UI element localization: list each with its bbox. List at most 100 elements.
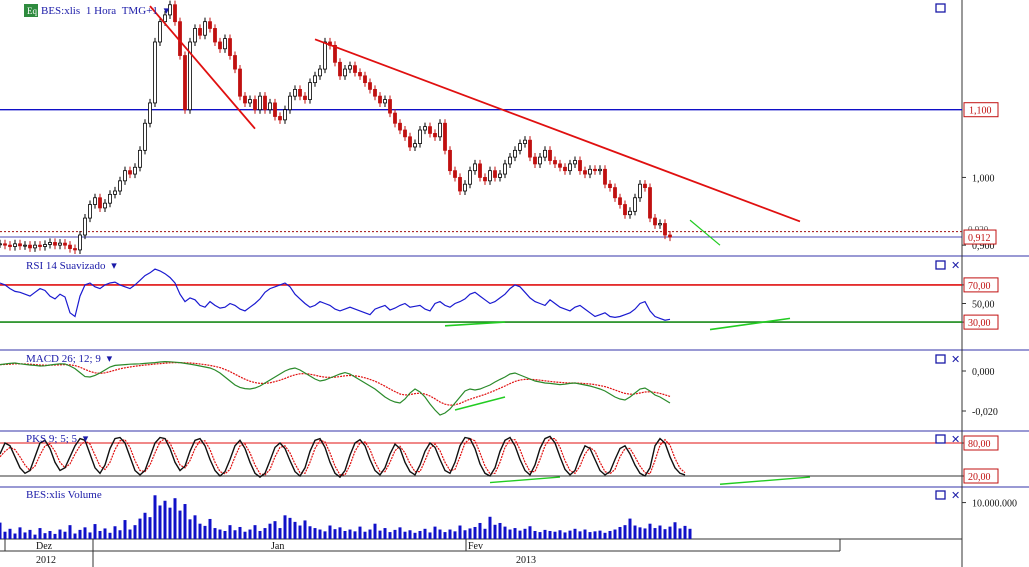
volume-bar <box>28 529 32 539</box>
close-icon[interactable]: ✕ <box>951 260 960 272</box>
price-candle <box>408 136 412 148</box>
maximize-icon[interactable] <box>935 490 946 500</box>
volume-bar <box>613 529 617 539</box>
volume-bar <box>653 528 657 539</box>
current-price-box <box>963 229 997 245</box>
price-candle <box>413 143 417 148</box>
volume-bar <box>623 525 627 539</box>
price-candle <box>43 244 47 247</box>
rsi-title[interactable]: RSI 14 Suavizado ▾ <box>26 260 117 272</box>
maximize-icon[interactable] <box>935 354 946 364</box>
volume-bar <box>388 532 392 539</box>
y-tick-box <box>963 468 999 484</box>
chevron-down-icon[interactable]: ▾ <box>107 353 113 365</box>
volume-bar <box>323 531 327 539</box>
maximize-icon[interactable] <box>935 3 946 13</box>
price-candle <box>373 88 377 97</box>
price-candle <box>588 168 592 175</box>
price-candle <box>93 197 97 205</box>
price-candle <box>203 21 207 36</box>
macd-panel: 0,000 -0,020 MACD 26; 12; 9 ▾ ✕ <box>0 353 998 418</box>
chevron-down-icon[interactable]: ▾ <box>164 5 170 17</box>
price-candle <box>318 68 322 77</box>
eq-badge[interactable] <box>24 4 38 17</box>
price-candle <box>0 243 2 246</box>
price-candle <box>503 163 507 175</box>
level-price-label: 1,100 <box>969 106 992 117</box>
price-candle <box>658 223 662 226</box>
price-candle <box>583 170 587 175</box>
close-icon[interactable]: ✕ <box>951 434 960 446</box>
volume-bar <box>548 530 552 539</box>
volume-bar <box>373 523 377 539</box>
volume-bar <box>513 528 517 539</box>
price-candle <box>298 88 302 97</box>
volume-bar <box>598 530 602 539</box>
volume-title[interactable]: BES:xlis Volume <box>26 489 102 501</box>
eq-badge-label: Eq <box>27 6 37 16</box>
level-price-box <box>963 102 999 118</box>
price-candle <box>193 28 197 43</box>
price-candle <box>533 156 537 165</box>
volume-bar <box>633 525 637 539</box>
volume-bar <box>398 527 402 539</box>
y-tick-label: 80,00 <box>968 439 991 450</box>
stochastic-divergence-lines <box>489 476 811 485</box>
maximize-icon[interactable] <box>935 260 946 270</box>
volume-panel: 10.000.000 BES:xlis Volume ✕ <box>0 489 1017 539</box>
chevron-down-icon[interactable]: ▾ <box>83 433 89 445</box>
price-candle <box>573 160 577 165</box>
price-candle <box>538 156 542 165</box>
volume-bar <box>58 529 62 539</box>
price-candle <box>518 143 522 151</box>
price-candle <box>643 183 647 188</box>
price-candle <box>83 217 87 236</box>
price-candle <box>648 187 652 219</box>
price-candle <box>133 166 137 175</box>
volume-bar <box>523 528 527 539</box>
price-candle <box>163 14 167 23</box>
volume-bar <box>618 526 622 539</box>
close-icon[interactable]: ✕ <box>951 354 960 366</box>
stochastic-title[interactable]: PKS 9; 5; 5 ▾ <box>26 433 89 445</box>
chevron-down-icon[interactable]: ▾ <box>111 260 117 272</box>
price-candle <box>448 149 452 172</box>
volume-bar <box>413 532 417 539</box>
price-candle <box>23 244 27 247</box>
rsi-levels <box>0 284 962 323</box>
y-tick-box <box>963 314 999 330</box>
volume-bar <box>278 528 282 539</box>
close-icon[interactable]: ✕ <box>951 490 960 502</box>
chart-title[interactable]: BES:xlis 1 Hora TMG+1 ▾ <box>41 5 170 17</box>
price-candle <box>283 109 287 121</box>
macd-title[interactable]: MACD 26; 12; 9 ▾ <box>26 353 113 365</box>
price-candle <box>618 197 622 205</box>
price-candle <box>273 102 277 117</box>
price-candle <box>608 183 612 188</box>
instrument-name: BES:xlis <box>41 5 80 17</box>
volume-bar <box>248 529 252 539</box>
volume-bar <box>108 532 112 539</box>
volume-bar <box>363 531 367 539</box>
volume-bar <box>293 521 297 539</box>
macd-title-text: MACD 26; 12; 9 <box>26 353 101 365</box>
stochastic-k-line <box>0 435 686 479</box>
volume-bar <box>358 526 362 539</box>
price-candle <box>668 234 672 238</box>
volume-bar <box>198 523 202 539</box>
volume-bar <box>518 530 522 539</box>
price-candle <box>248 99 252 104</box>
stochastic-divergence-line <box>719 476 811 485</box>
price-candle <box>633 197 637 212</box>
volume-bar <box>378 530 382 539</box>
price-candle <box>418 129 422 144</box>
maximize-icon[interactable] <box>935 434 946 444</box>
volume-bar <box>163 500 167 539</box>
volume-bar <box>43 533 47 539</box>
price-candle <box>308 82 312 100</box>
volume-bar <box>573 528 577 539</box>
price-candle <box>578 160 582 172</box>
volume-bar <box>493 524 497 539</box>
price-candle <box>483 177 487 182</box>
